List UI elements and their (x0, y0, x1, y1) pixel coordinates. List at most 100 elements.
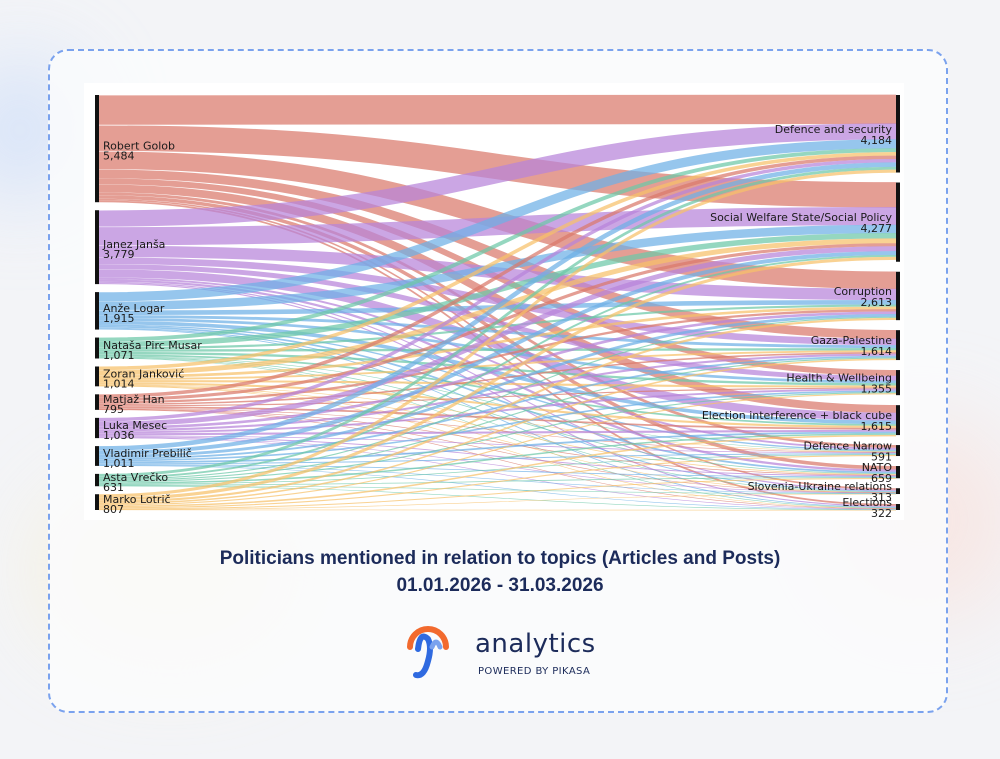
source-node-label: Asta Vrečko (103, 471, 168, 484)
target-node-label: Gaza-Palestine (811, 334, 893, 347)
sankey-link (98, 94, 897, 125)
sankey-link (98, 254, 897, 479)
target-node-label: Corruption (834, 285, 892, 298)
pikasa-swirl-icon (407, 626, 449, 679)
sankey-link (98, 454, 897, 485)
source-node-value: 1,011 (103, 457, 135, 470)
source-node-bar[interactable] (95, 446, 99, 466)
sankey-link (98, 317, 897, 503)
sankey-link (98, 358, 897, 505)
sankey-link (98, 256, 897, 501)
source-node-label: Luka Mesec (103, 419, 167, 432)
target-node-label: Election interference + black cube (702, 409, 892, 422)
target-node-bar[interactable] (896, 405, 900, 436)
sankey-link (98, 436, 897, 477)
target-node-value: 2,613 (861, 296, 893, 309)
target-node-label: Social Welfare State/Social Policy (710, 211, 892, 224)
target-node-bar[interactable] (896, 182, 900, 262)
source-node-label: Vladimir Prebilič (103, 447, 192, 460)
sankey-link (98, 251, 897, 455)
brand-name: analytics (475, 629, 596, 659)
target-node-bar[interactable] (896, 488, 900, 495)
source-node-bar[interactable] (95, 95, 99, 203)
sankey-link (98, 477, 897, 510)
source-node-bar[interactable] (95, 210, 99, 285)
target-node-bar[interactable] (896, 370, 900, 396)
source-node-label: Marko Lotrič (103, 493, 171, 506)
sankey-link (98, 350, 897, 380)
source-node-bar[interactable] (95, 473, 99, 487)
sankey-link (98, 355, 897, 460)
source-node-value: 1,071 (103, 349, 135, 362)
target-node-value: 659 (871, 472, 892, 485)
sankey-link (98, 434, 897, 508)
sankey-link (98, 169, 897, 339)
source-node-value: 807 (103, 503, 124, 516)
sankey-link (98, 309, 897, 404)
sankey-link (98, 393, 897, 506)
source-node-bar[interactable] (95, 292, 99, 330)
target-node-label: Slovenia-Ukraine relations (748, 480, 893, 493)
sankey-link (98, 357, 897, 482)
target-node-bar[interactable] (896, 271, 900, 321)
target-node-label: Health & Wellbeing (786, 372, 892, 385)
sankey-link (98, 314, 897, 458)
sankey-link (98, 269, 897, 421)
source-node-bar[interactable] (95, 494, 99, 510)
sankey-nodes (95, 95, 900, 510)
target-node-value: 1,615 (861, 420, 893, 433)
sankey-link (98, 246, 897, 427)
brand-tagline: POWERED BY PIKASA (478, 666, 591, 677)
source-node-value: 1,036 (103, 429, 135, 442)
sankey-links (98, 94, 897, 511)
sankey-link (98, 382, 897, 428)
source-node-bar[interactable] (95, 337, 99, 359)
sankey-link (98, 123, 897, 227)
source-node-label: Matjaž Han (103, 393, 165, 406)
sankey-link (98, 464, 897, 494)
sankey-link (98, 207, 897, 246)
sankey-link (98, 347, 897, 352)
source-node-bar[interactable] (95, 417, 99, 439)
sankey-link (98, 257, 897, 346)
sankey-link (98, 166, 897, 477)
target-node-bar[interactable] (896, 330, 900, 361)
target-node-value: 4,277 (861, 222, 893, 235)
sankey-link (98, 454, 897, 509)
sankey-link (98, 355, 897, 452)
sankey-link (98, 433, 897, 484)
sankey-link (98, 325, 897, 474)
target-node-label: Elections (842, 496, 892, 509)
target-node-bar[interactable] (896, 445, 900, 457)
source-node-bar[interactable] (95, 366, 99, 387)
source-node-label: Janez Janša (102, 238, 165, 251)
source-node-bar[interactable] (95, 394, 99, 410)
source-node-label: Robert Golob (103, 140, 175, 153)
sankey-chart-panel: Robert Golob 5,484 Janez Janša 3,779 Anže Lo… (84, 83, 904, 520)
target-node-value: 313 (871, 491, 892, 504)
target-node-label: Defence Narrow (804, 440, 892, 453)
sankey-link (98, 485, 897, 511)
source-node-value: 795 (103, 403, 124, 416)
sankey-link (98, 493, 897, 510)
target-node-bar[interactable] (896, 504, 900, 510)
chart-date-range: 01.01.2026 - 31.03.2026 (396, 575, 604, 596)
sankey-link (98, 465, 897, 510)
source-node-value: 3,779 (103, 248, 135, 261)
target-node-bar[interactable] (896, 95, 900, 173)
sankey-link (98, 245, 897, 301)
source-node-value: 1,014 (103, 377, 135, 390)
source-node-label: Anže Logar (103, 302, 165, 315)
sankey-link (98, 324, 897, 451)
chart-title: Politicians mentioned in relation to top… (219, 548, 781, 569)
sankey-link (98, 316, 897, 480)
target-node-label: Defence and security (775, 123, 893, 136)
source-node-value: 631 (103, 481, 124, 494)
target-node-value: 591 (871, 451, 892, 464)
sankey-link (98, 152, 897, 371)
sankey-link (98, 155, 897, 398)
sankey-link (98, 169, 897, 498)
target-node-bar[interactable] (896, 466, 900, 479)
